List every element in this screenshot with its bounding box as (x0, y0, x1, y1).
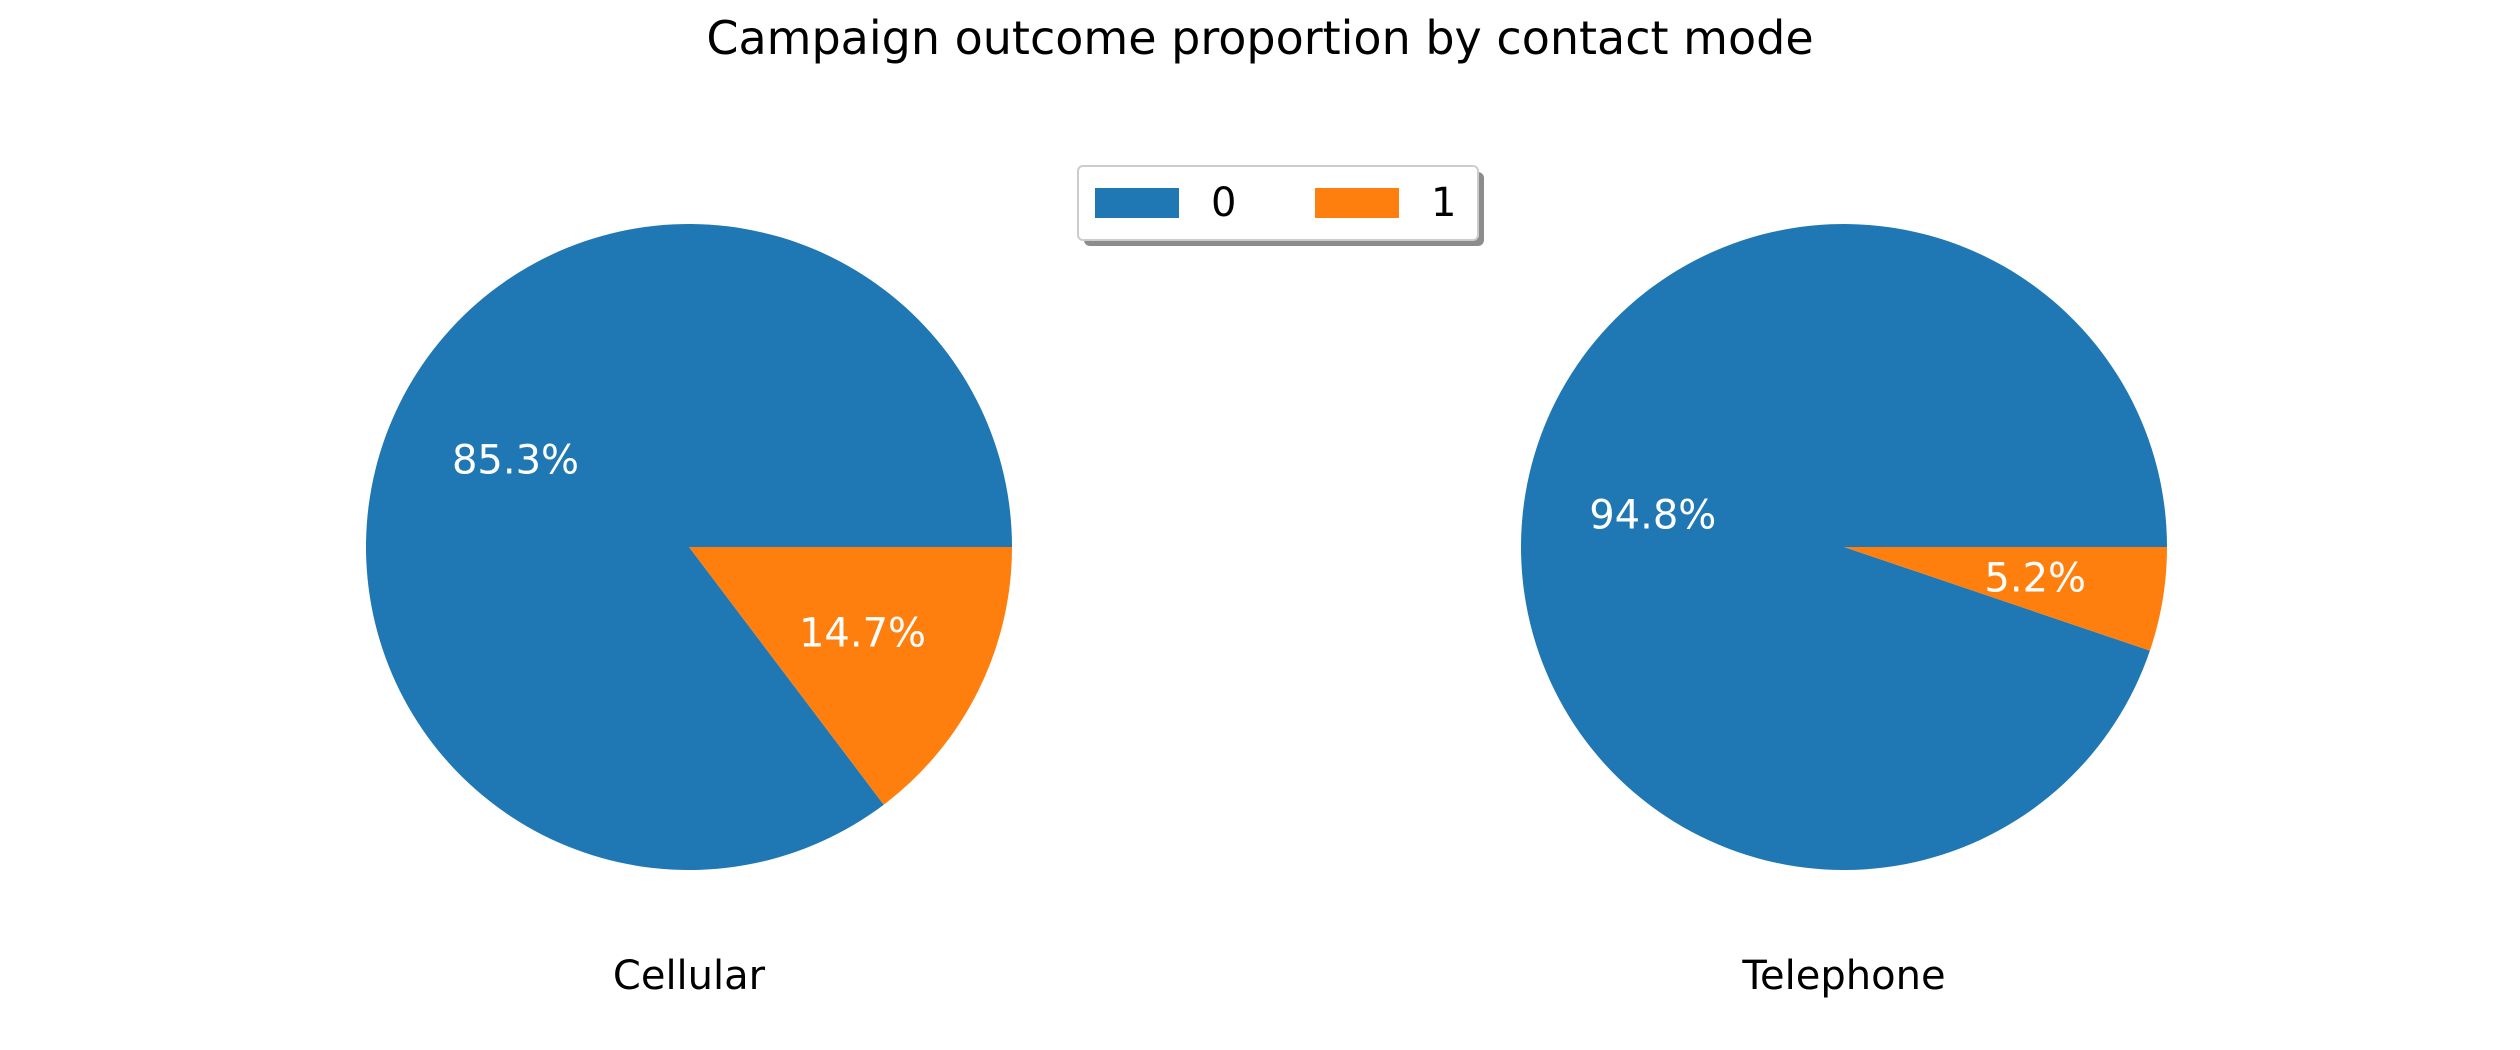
pie-percent-label-cellular-0: 85.3% (452, 438, 579, 484)
legend-entry-1: 1 (1315, 167, 1456, 239)
legend-entry-0: 0 (1095, 167, 1236, 239)
legend-label-0: 0 (1211, 180, 1237, 226)
pies-group: 85.3% 14.7% Cellular 94.8% 5.2% Telephone (365, 224, 2167, 999)
pie-label-cellular: Cellular (613, 953, 766, 999)
pie-percent-label-telephone-1: 5.2% (1984, 556, 2086, 602)
legend-box: 0 1 (1077, 165, 1479, 241)
pie-percent-label-cellular-1: 14.7% (799, 610, 926, 656)
legend: 0 1 (1077, 165, 1484, 246)
legend-swatch-1 (1315, 188, 1399, 218)
pie-slice-telephone-1 (1844, 547, 2167, 651)
chart-title: Campaign outcome proportion by contact m… (706, 11, 1813, 65)
pie-percent-label-telephone-0: 94.8% (1589, 492, 1716, 538)
pie-slice-telephone-0 (1521, 224, 2167, 871)
legend-swatch-0 (1095, 188, 1179, 218)
pie-label-telephone: Telephone (1741, 953, 1945, 999)
legend-label-1: 1 (1431, 180, 1457, 226)
pie-slice-cellular-1 (689, 547, 1012, 805)
pie-slice-cellular-0 (365, 224, 1012, 871)
